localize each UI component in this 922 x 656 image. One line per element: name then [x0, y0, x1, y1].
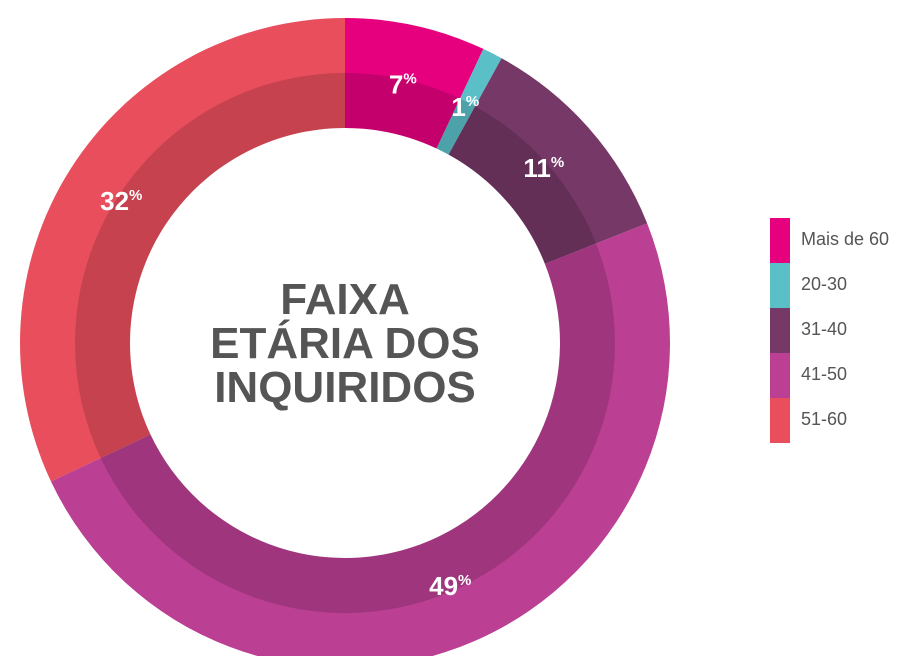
unit: % [403, 70, 416, 87]
unit: % [466, 93, 479, 110]
slice [20, 18, 346, 482]
title-line: INQUIRIDOS [214, 363, 476, 412]
slice [345, 18, 484, 149]
title-line: FAIXA [280, 275, 410, 324]
legend-swatch [770, 308, 790, 353]
donut [20, 18, 670, 656]
unit: % [551, 154, 564, 171]
legend-swatch [770, 398, 790, 443]
unit: % [129, 187, 142, 204]
value: 49 [429, 571, 458, 601]
value: 7 [389, 69, 403, 99]
legend: Mais de 60 20-30 31-40 41-50 51-60 [770, 218, 889, 443]
value: 32 [100, 186, 129, 216]
legend-swatch [770, 263, 790, 308]
data-label: 32% [100, 186, 142, 216]
legend-swatch [770, 218, 790, 263]
slice [436, 48, 502, 155]
value: 11 [523, 153, 551, 183]
legend-label: 20-30 [801, 274, 847, 294]
unit: % [458, 572, 471, 589]
legend-label: 41-50 [801, 364, 847, 384]
data-label: 11% [523, 153, 564, 183]
legend-swatch [770, 353, 790, 398]
value: 1 [451, 92, 465, 122]
data-label: 7% [389, 69, 417, 99]
data-label: 1% [451, 92, 479, 122]
legend-label: Mais de 60 [801, 229, 889, 249]
data-labels: 7%1%11%49%32% [100, 69, 564, 601]
title-line: ETÁRIA DOS [210, 318, 480, 368]
legend-label: 51-60 [801, 409, 847, 429]
slice [50, 223, 670, 656]
slice [448, 58, 648, 264]
data-label: 49% [429, 571, 471, 601]
legend-label: 31-40 [801, 319, 847, 339]
